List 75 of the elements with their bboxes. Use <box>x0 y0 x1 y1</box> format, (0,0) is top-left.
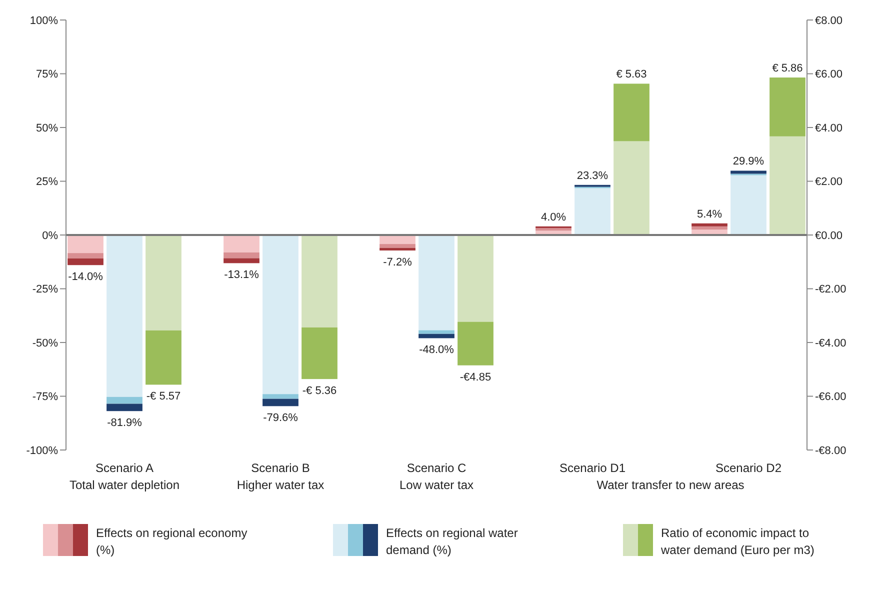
total-label: 4.0% <box>540 211 566 224</box>
annotation: € 5.63 <box>616 68 647 81</box>
y-tick-label: -25% <box>32 284 58 296</box>
y-tick-label: 50% <box>36 122 58 134</box>
bar <box>262 398 298 406</box>
y2-tick-label: €0.00 <box>815 230 843 242</box>
bar <box>68 258 104 266</box>
bar <box>302 327 338 380</box>
text: Effects on regional economy (%) <box>96 526 248 557</box>
bar <box>68 253 104 258</box>
bar <box>224 235 260 252</box>
bar <box>106 404 142 412</box>
bar <box>418 330 454 334</box>
bar <box>418 334 454 338</box>
total-label: -81.9% <box>107 417 142 430</box>
text: Water transfer to new areas <box>596 478 744 492</box>
bar <box>302 235 338 328</box>
total-label: 23.3% <box>576 170 608 182</box>
x-tick-label: Scenario A Total water depletion <box>69 461 180 492</box>
y2-tick-label: €4.00 <box>815 122 843 134</box>
bar <box>458 235 494 322</box>
bar <box>458 322 494 366</box>
total-label: -7.2% <box>383 256 412 268</box>
y-tick-label: 0% <box>42 230 58 242</box>
bar <box>692 223 728 226</box>
x-tick-label: Scenario D2 <box>715 461 782 475</box>
y2-tick-label: -€2.00 <box>815 284 846 296</box>
bar <box>146 235 182 330</box>
y2-tick-label: -€8.00 <box>815 444 846 457</box>
bar <box>224 258 260 264</box>
y-tick-label: 75% <box>36 68 58 81</box>
bar <box>146 330 182 385</box>
y2-tick-label: €2.00 <box>815 176 843 188</box>
bar <box>574 188 610 235</box>
bar <box>692 226 728 230</box>
bar <box>418 235 454 330</box>
total-label: -14.0% <box>68 271 104 284</box>
total-label: -48.0% <box>419 344 454 356</box>
y2-tick-label: -€4.00 <box>815 337 846 350</box>
y-tick-label: 100% <box>30 14 58 27</box>
text: Effects on regional water demand (%) <box>386 526 518 557</box>
y2-tick-label: -€6.00 <box>815 391 846 404</box>
bar <box>730 170 766 174</box>
bar <box>262 235 298 394</box>
bar <box>730 175 766 235</box>
total-label: 5.4% <box>696 208 722 220</box>
y-tick-label: 25% <box>36 176 58 188</box>
y-tick-label: -100% <box>26 444 58 457</box>
x-tick-label: Scenario B Higher water tax <box>236 461 324 492</box>
total-label: 29.9% <box>732 156 764 168</box>
annotation: -€ 5.57 <box>146 390 181 403</box>
total-label: -13.1% <box>224 269 260 282</box>
bar <box>68 235 104 254</box>
x-tick-label: Scenario D1 <box>559 461 626 475</box>
y-tick-label: -50% <box>32 337 58 350</box>
annotation: € 5.86 <box>772 62 803 75</box>
bar <box>380 244 416 248</box>
annotation: -€4.85 <box>460 371 492 384</box>
bar <box>614 84 650 142</box>
y2-tick-label: €6.00 <box>815 68 843 81</box>
text: Ratio of economic impact to water demand (Euro per m3) <box>660 526 814 557</box>
bar <box>106 396 142 404</box>
bar <box>536 228 572 231</box>
annotation: -€ 5.36 <box>302 385 337 398</box>
bar <box>380 248 416 250</box>
bar <box>106 235 142 397</box>
y2-tick-label: €8.00 <box>815 14 843 27</box>
bar <box>770 136 806 235</box>
x-tick-label: Scenario C Low water tax <box>399 461 474 492</box>
bar <box>224 252 260 258</box>
y-tick-label: -75% <box>32 391 58 404</box>
bar <box>770 78 806 136</box>
bar <box>262 394 298 399</box>
total-label: -79.6% <box>263 412 298 424</box>
bar <box>614 141 650 235</box>
